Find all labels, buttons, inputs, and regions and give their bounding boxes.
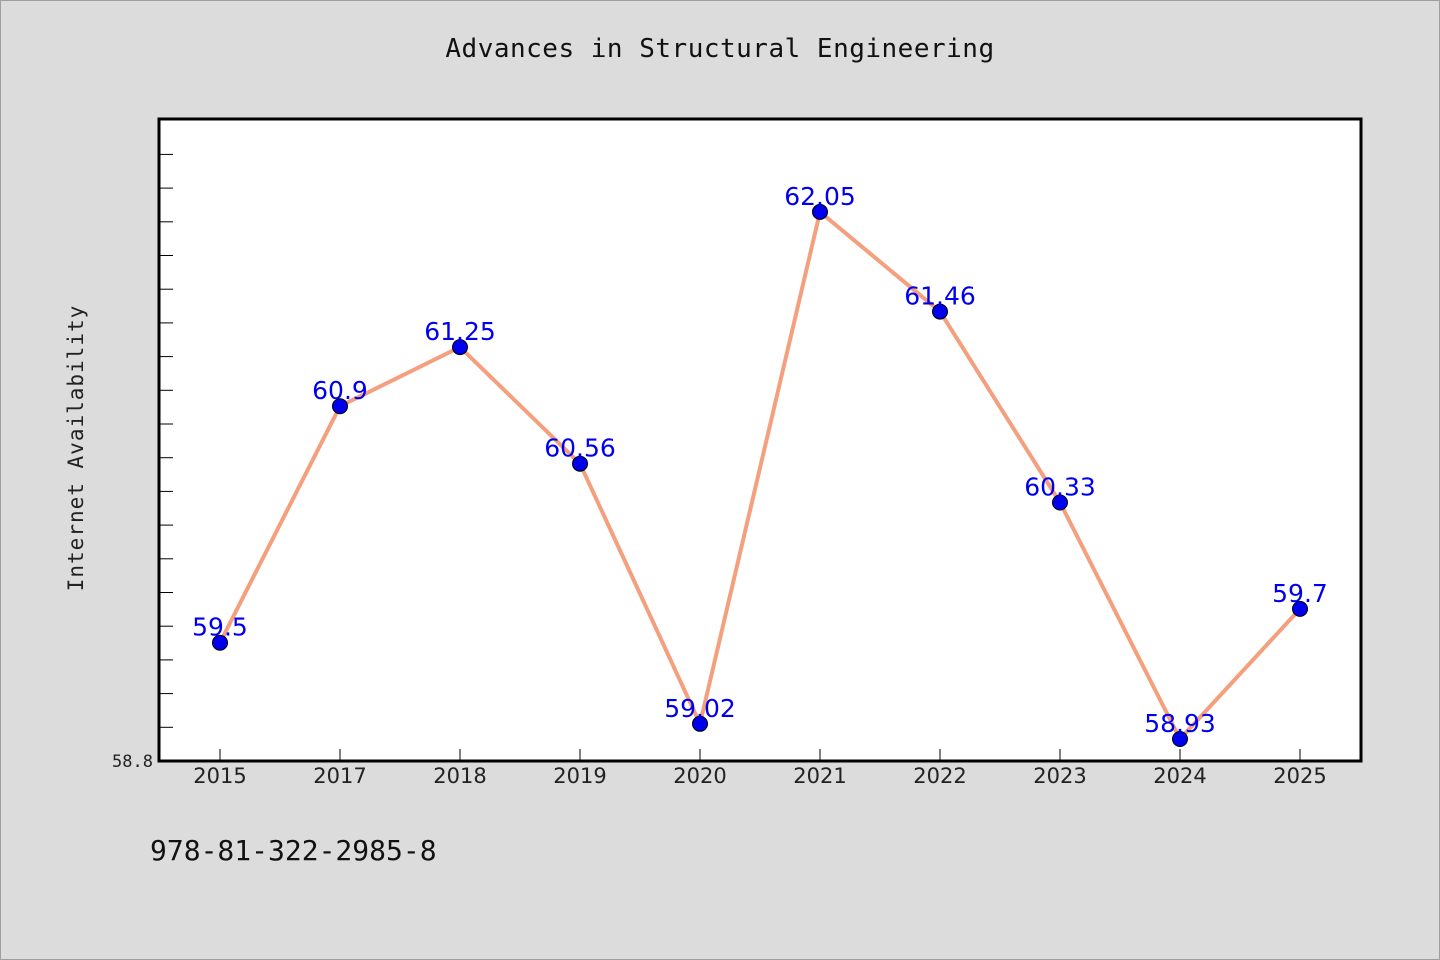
x-ticks — [219, 749, 1301, 761]
plot-area — [159, 119, 1361, 761]
x-tick-label: 2022 — [913, 764, 966, 788]
data-label: 61.25 — [424, 317, 496, 346]
data-label: 60.9 — [312, 376, 368, 405]
data-point — [212, 634, 228, 651]
x-tick-label: 2015 — [193, 764, 246, 788]
data-label: 59.7 — [1272, 579, 1328, 608]
data-point — [692, 715, 708, 732]
x-tick-labels: 2015 2017 2018 2019 2020 2021 2022 2023 2024 2025 — [193, 764, 1326, 788]
data-label: 61.46 — [904, 282, 976, 311]
data-label: 62.05 — [784, 182, 856, 211]
data-points — [212, 203, 1308, 747]
data-point — [1292, 600, 1308, 617]
x-tick-label: 2024 — [1153, 764, 1206, 788]
x-tick-label: 2021 — [793, 764, 846, 788]
data-point — [1172, 731, 1188, 747]
series-line — [218, 209, 1302, 741]
data-point — [932, 303, 948, 320]
data-label: 60.33 — [1024, 473, 1096, 502]
x-tick-label: 2025 — [1273, 764, 1326, 788]
data-point — [332, 398, 348, 415]
data-point — [452, 339, 468, 356]
x-tick-label: 2017 — [313, 764, 366, 788]
data-point — [1052, 494, 1068, 511]
data-point — [572, 455, 588, 472]
data-label: 60.56 — [544, 434, 616, 463]
data-point — [812, 203, 828, 220]
data-label: 58.93 — [1144, 709, 1216, 738]
x-tick-label: 2020 — [673, 764, 726, 788]
y-tick-labels: 58.8 — [112, 752, 153, 772]
chart-title: Advances in Structural Engineering — [445, 34, 995, 64]
x-tick-label: 2018 — [433, 764, 486, 788]
x-tick-label: 2023 — [1033, 764, 1086, 788]
isbn-text: 978-81-322-2985-8 — [150, 834, 437, 867]
plot-border — [157, 117, 1363, 763]
data-label: 59.02 — [664, 694, 736, 723]
data-labels: 59.5 60.9 61.25 60.56 59.02 62.05 61.46 60.33 58… — [192, 182, 1328, 738]
y-tick-label: 58.8 — [112, 752, 153, 772]
data-label: 59.5 — [192, 613, 248, 642]
x-tick-label: 2019 — [553, 764, 606, 788]
